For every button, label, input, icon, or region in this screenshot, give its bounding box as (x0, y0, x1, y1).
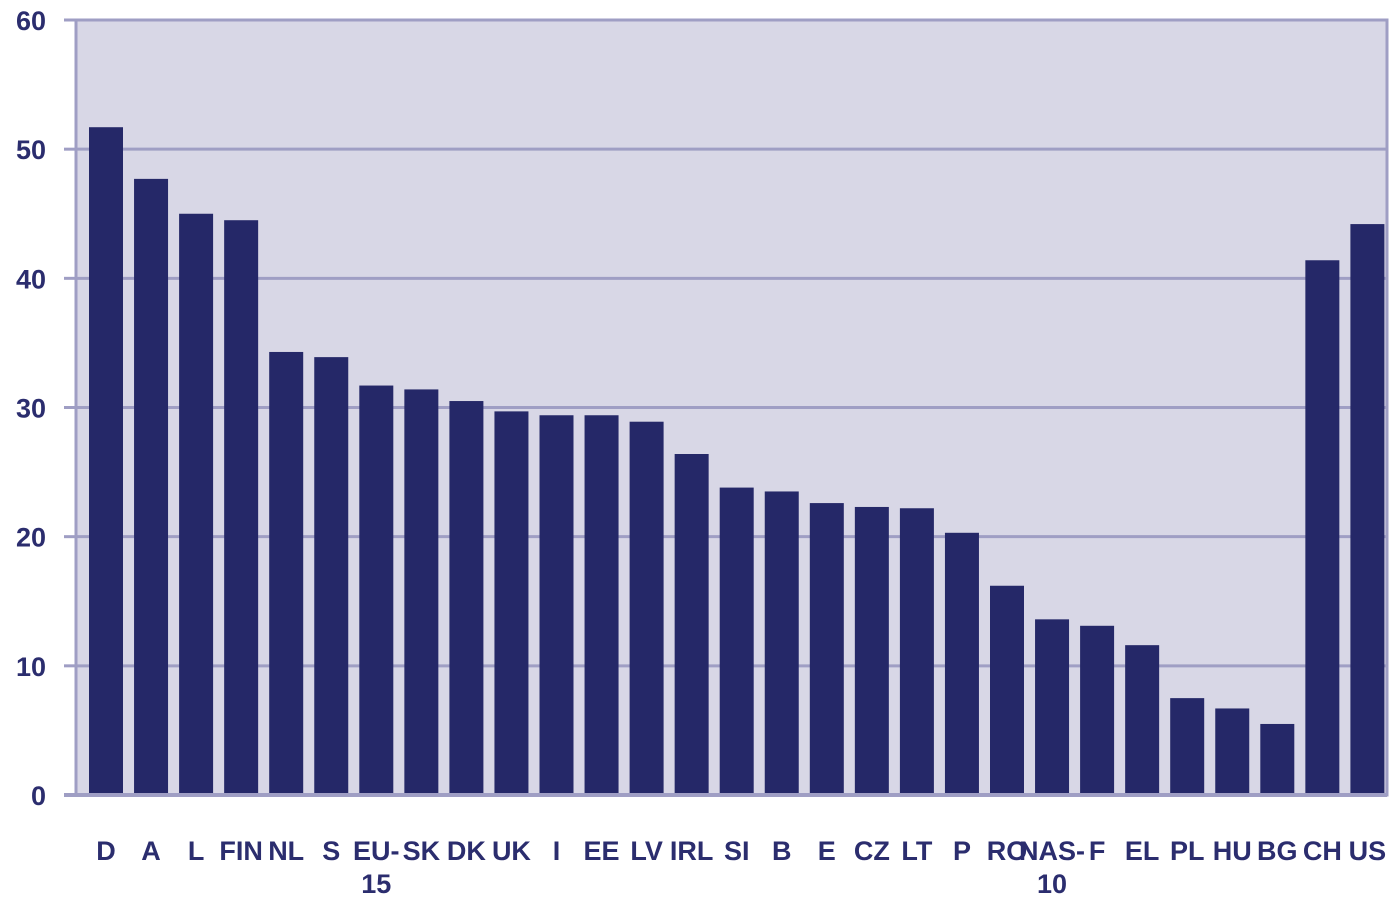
x-tick-label: L (188, 836, 205, 866)
bar-e (809, 503, 844, 795)
bar-l (179, 213, 214, 795)
bar-f (1080, 625, 1115, 795)
x-tick-label: DK (447, 836, 486, 866)
bar-nas-10 (1035, 619, 1070, 795)
y-tick-label: 20 (16, 523, 46, 553)
bar-irl (674, 454, 709, 795)
x-tick-label: S (322, 836, 340, 866)
bar-hu (1215, 708, 1250, 795)
x-tick-label: NL (268, 836, 304, 866)
y-tick-label: 10 (16, 652, 46, 682)
bar-eu-15 (359, 385, 394, 795)
x-tick-label: F (1089, 836, 1106, 866)
bar-nl (269, 351, 304, 795)
x-tick-label: EL (1125, 836, 1160, 866)
bar-pl (1170, 698, 1205, 795)
x-tick-label: PL (1170, 836, 1205, 866)
x-tick-label: RO (987, 836, 1028, 866)
x-tick-label: CZ (854, 836, 890, 866)
x-tick-label: LV (630, 836, 663, 866)
x-tick-label: A (141, 836, 161, 866)
y-tick-label: 60 (16, 6, 46, 36)
x-tick-label: SI (724, 836, 750, 866)
x-tick-label: EE (584, 836, 620, 866)
bar-ch (1305, 260, 1340, 795)
y-tick-label: 0 (31, 781, 46, 811)
x-tick-label: UK (492, 836, 531, 866)
bar-fin (224, 220, 259, 796)
bar-ro (990, 585, 1024, 795)
bar-s (314, 357, 349, 795)
x-tick-label: US (1349, 836, 1387, 866)
bar-lt (899, 508, 934, 795)
x-tick-label: FIN (219, 836, 263, 866)
x-tick-label: I (553, 836, 561, 866)
bar-b (764, 491, 799, 795)
x-tick-label: BG (1257, 836, 1298, 866)
bar-p (944, 532, 979, 795)
x-tick-label: NAS-10 (1019, 836, 1085, 897)
y-tick-label: 30 (16, 394, 46, 424)
x-tick-label: B (772, 836, 792, 866)
bar-el (1125, 645, 1160, 795)
bar-dk (449, 401, 484, 795)
bar-us (1350, 224, 1385, 796)
x-tick-label: IRL (670, 836, 714, 866)
bar-uk (494, 411, 529, 795)
bar-ee (584, 415, 619, 795)
bar-lv (629, 421, 664, 795)
x-tick-label: P (953, 836, 971, 866)
x-tick-label: HU (1213, 836, 1252, 866)
bar-cz (854, 506, 889, 795)
x-tick-label: SK (403, 836, 441, 866)
x-tick-label: EU-15 (353, 836, 400, 897)
bar-bg (1260, 723, 1295, 795)
bars (89, 127, 1385, 796)
y-tick-label: 50 (16, 135, 46, 165)
bar-si (719, 487, 754, 795)
bar-d (89, 127, 123, 796)
bar-a (134, 178, 169, 795)
x-tick-label: D (96, 836, 116, 866)
x-tick-label: CH (1303, 836, 1342, 866)
x-tick-label: E (818, 836, 836, 866)
bar-sk (404, 389, 439, 795)
y-axis: 0 10 20 30 40 50 60 (16, 6, 76, 811)
x-tick-label: LT (901, 836, 932, 866)
y-tick-label: 40 (16, 264, 46, 294)
bar-i (539, 415, 574, 795)
